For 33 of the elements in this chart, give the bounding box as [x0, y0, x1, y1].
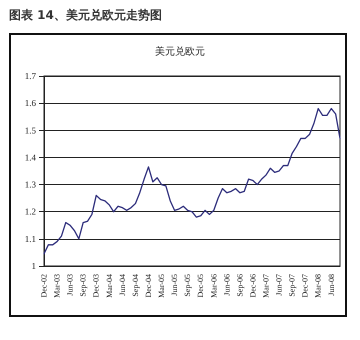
x-tick-label: Mar-08: [314, 274, 323, 298]
x-tick-label: Dec-05: [196, 274, 206, 298]
y-tick-label: 1.6: [24, 98, 36, 108]
x-tick-label: Mar-06: [209, 274, 218, 298]
x-tick-label: Dec-04: [144, 274, 153, 298]
x-tick-label: Dec-07: [300, 274, 310, 298]
chart-title: 图表 14、美元兑欧元走势图: [9, 8, 162, 22]
y-tick-label: 1.4: [24, 152, 36, 162]
x-tick-label: Mar-04: [104, 274, 114, 298]
x-tick-label: Jun-05: [170, 274, 180, 296]
y-tick-label: 1.1: [24, 234, 36, 244]
x-tick-label: Sep-06: [235, 274, 244, 297]
x-tick-label: Mar-05: [157, 274, 166, 298]
x-tick-label: Mar-03: [52, 274, 62, 298]
x-tick-label: Dec-06: [248, 274, 258, 298]
x-tick-label: Sep-07: [288, 274, 297, 297]
x-tick-label: Jun-06: [222, 274, 232, 296]
x-tick-label: Dec-03: [92, 274, 101, 298]
x-tick-label: Mar-07: [262, 274, 270, 298]
x-tick-label: Sep-05: [183, 274, 192, 297]
y-tick-label: 1.2: [24, 206, 36, 217]
chart-subtitle: 美元兑欧元: [155, 46, 205, 58]
x-tick-label: Jun-07: [274, 274, 284, 296]
x-tick-label: Jun-04: [118, 274, 127, 296]
y-tick-label: 1.3: [24, 180, 36, 190]
x-tick-label: Dec-02: [40, 274, 48, 298]
x-tick-label: Sep-03: [78, 274, 88, 297]
x-tick-label: Sep-04: [130, 274, 140, 297]
y-tick-label: 1.5: [24, 125, 36, 136]
y-tick-label: 1: [32, 261, 36, 271]
x-tick-label: Jun-03: [66, 274, 75, 296]
y-tick-label: 1.7: [24, 71, 36, 81]
x-tick-label: Jun-08: [326, 274, 336, 296]
